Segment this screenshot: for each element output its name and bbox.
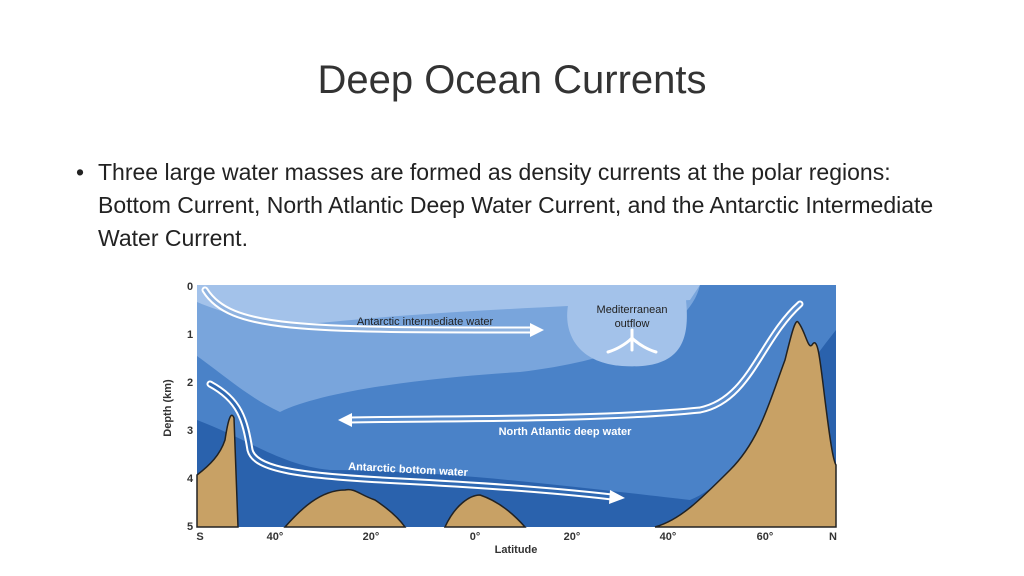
current-arrows bbox=[201, 286, 804, 501]
depth-tick-label: 4 bbox=[187, 473, 194, 485]
latitude-tick-label: S bbox=[196, 531, 203, 543]
slide-title: Deep Ocean Currents bbox=[317, 58, 707, 102]
axis-title: Depth (km) bbox=[162, 379, 174, 437]
depth-tick-label: 5 bbox=[187, 521, 193, 533]
arrow-heads bbox=[338, 323, 625, 504]
latitude-tick-label: N bbox=[829, 531, 837, 543]
bullet-list: Three large water masses are formed as d… bbox=[76, 156, 946, 255]
sea-floor bbox=[196, 320, 837, 528]
latitude-tick-label: 20° bbox=[564, 531, 581, 543]
latitude-tick-label: 40° bbox=[660, 531, 677, 543]
latitude-tick-label: 40° bbox=[267, 531, 284, 543]
latitude-tick-label: 0° bbox=[470, 531, 481, 543]
mediterranean-water bbox=[567, 292, 687, 367]
water-label: outflow bbox=[615, 318, 650, 330]
water-label: Antarctic intermediate water bbox=[357, 316, 494, 328]
depth-tick-label: 0 bbox=[187, 281, 193, 293]
water-label: Mediterranean bbox=[597, 304, 668, 316]
depth-tick-label: 1 bbox=[187, 329, 193, 341]
latitude-tick-label: 20° bbox=[363, 531, 380, 543]
bullet: Three large water masses are formed as d… bbox=[76, 156, 946, 255]
axis-title: Latitude bbox=[495, 544, 538, 556]
depth-tick-label: 2 bbox=[187, 377, 193, 389]
latitude-tick-label: 60° bbox=[757, 531, 774, 543]
water-label: North Atlantic deep water bbox=[499, 426, 633, 438]
depth-tick-label: 3 bbox=[187, 425, 193, 437]
